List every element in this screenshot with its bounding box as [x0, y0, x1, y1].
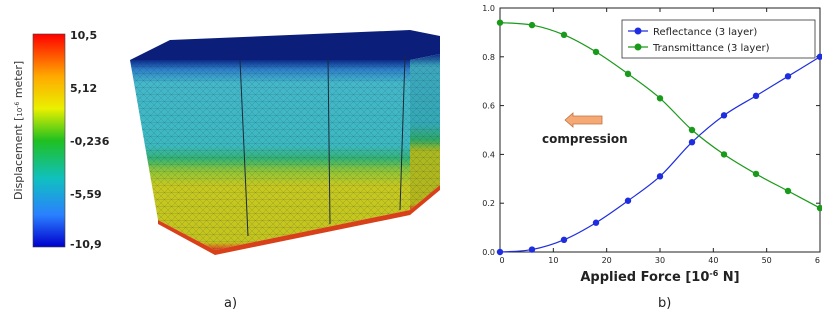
y-tick-label: 0.0 — [482, 248, 495, 257]
data-point-1-0 — [496, 19, 504, 26]
series-layer — [496, 19, 822, 256]
legend-marker-transmittance — [634, 43, 642, 51]
data-point-0-7 — [720, 112, 728, 119]
data-point-0-6 — [688, 139, 696, 146]
legend: Reflectance (3 layer) Transmittance (3 l… — [621, 19, 816, 59]
x-tick-label: 40 — [708, 256, 718, 265]
compression-arrow-icon — [564, 112, 603, 128]
data-point-0-2 — [560, 236, 568, 243]
legend-label-reflectance: Reflectance (3 layer) — [653, 27, 757, 38]
data-point-0-5 — [656, 173, 664, 180]
x-tick-label: 20 — [602, 256, 612, 265]
y-tick-label: 1.0 — [482, 4, 495, 13]
y-axis: 0.0 0.2 0.4 0.6 0.8 1.0 — [482, 4, 820, 257]
figure-a: 10,5 5,12 -0,236 -5,59 -10,9 Displacemen… — [12, 29, 440, 311]
data-point-1-5 — [656, 95, 664, 102]
mesh-partition-lines — [239, 55, 406, 237]
data-point-1-4 — [624, 70, 632, 78]
caption-b: b) — [658, 296, 672, 311]
y-tick-label: 0.2 — [482, 199, 495, 208]
data-point-1-10 — [816, 204, 822, 212]
caption-a: a) — [224, 296, 238, 311]
colorbar-tick-2: 5,12 — [70, 82, 97, 95]
legend-marker-reflectance — [634, 27, 642, 35]
data-point-0-1 — [528, 246, 536, 253]
data-point-1-7 — [720, 151, 728, 158]
x-axis: 0 10 20 30 40 50 6 — [499, 8, 821, 265]
compression-annotation: compression — [542, 112, 628, 146]
x-tick-label: 50 — [762, 256, 772, 265]
legend-box — [621, 19, 816, 59]
figure-b: 0.0 0.2 0.4 0.6 0.8 1.0 0 10 20 30 40 50 6 compress… — [462, 0, 822, 320]
colorbar-tick-1: 10,5 — [70, 29, 97, 42]
colorbar-ticks: 10,5 5,12 -0,236 -5,59 -10,9 — [70, 29, 110, 251]
legend-label-transmittance: Transmittance (3 layer) — [652, 43, 770, 54]
data-point-1-6 — [688, 126, 696, 134]
x-tick-label: 0 — [499, 256, 504, 265]
data-point-1-9 — [784, 187, 792, 195]
x-tick-label: 6 — [815, 256, 820, 265]
data-point-1-2 — [560, 31, 568, 39]
y-tick-label: 0.6 — [482, 102, 495, 111]
x-tick-label: 30 — [655, 256, 665, 265]
colorbar-tick-3: -0,236 — [70, 135, 110, 148]
colorbar-tick-5: -10,9 — [70, 238, 102, 251]
x-tick-label: 10 — [548, 256, 558, 265]
line-chart: 0.0 0.2 0.4 0.6 0.8 1.0 0 10 20 30 40 50 6 compress… — [482, 4, 822, 285]
data-point-0-10 — [816, 53, 822, 60]
fem-figure: 10,5 5,12 -0,236 -5,59 -10,9 Displacemen… — [12, 29, 440, 255]
colorbar — [32, 33, 66, 248]
colorbar-tick-4: -5,59 — [70, 188, 102, 201]
data-point-0-8 — [752, 92, 760, 100]
compression-label: compression — [542, 132, 628, 146]
data-point-1-8 — [752, 170, 760, 178]
data-point-1-1 — [528, 21, 536, 29]
data-point-0-0 — [496, 248, 504, 256]
data-point-0-9 — [784, 73, 792, 80]
colorbar-label: Displacement [10-6 meter] — [12, 61, 25, 200]
y-tick-label: 0.4 — [482, 150, 495, 159]
mesh-base-strip — [158, 185, 440, 255]
data-point-0-3 — [592, 219, 600, 226]
x-axis-label: Applied Force [10-6 N] — [580, 269, 739, 285]
data-point-1-3 — [592, 48, 600, 56]
y-tick-label: 0.8 — [482, 53, 495, 62]
data-point-0-4 — [624, 197, 632, 204]
